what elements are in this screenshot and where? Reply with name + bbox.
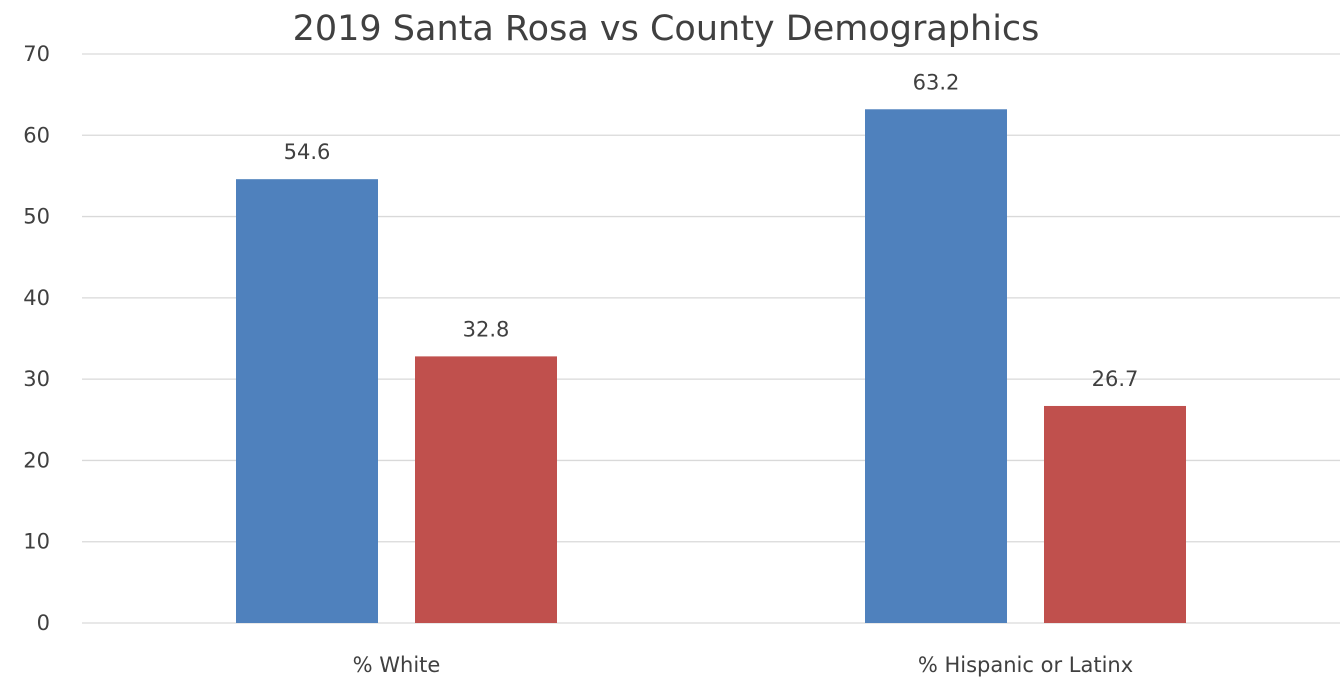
y-tick-label: 20 (23, 448, 50, 472)
bar (865, 109, 1007, 623)
data-label: 63.2 (913, 70, 960, 94)
x-axis-categories: % White % Hispanic or Latinx (353, 653, 1134, 677)
y-tick-label: 10 (23, 530, 50, 554)
bar (236, 179, 378, 623)
data-labels: 54.6 32.8 63.2 26.7 (284, 70, 1139, 391)
y-axis-ticks: 0 10 20 30 40 50 60 70 (23, 42, 50, 635)
data-label: 26.7 (1092, 367, 1139, 391)
bar (1044, 405, 1186, 623)
y-tick-label: 30 (23, 367, 50, 391)
y-tick-label: 0 (37, 611, 50, 635)
data-label: 54.6 (284, 140, 331, 164)
bars (236, 109, 1186, 623)
chart-title: 2019 Santa Rosa vs County Demographics (293, 9, 1040, 49)
y-tick-label: 70 (23, 42, 50, 66)
data-label: 32.8 (463, 317, 510, 341)
x-category-label: % Hispanic or Latinx (918, 653, 1133, 677)
y-tick-label: 40 (23, 286, 50, 310)
bar (415, 356, 557, 623)
y-tick-label: 60 (23, 123, 50, 147)
x-category-label: % White (353, 653, 441, 677)
y-tick-label: 50 (23, 205, 50, 229)
